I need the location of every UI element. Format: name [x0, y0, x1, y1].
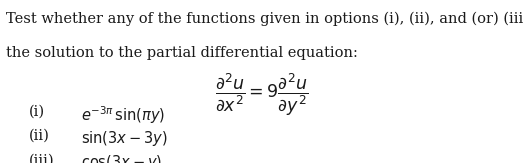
Text: $\dfrac{\partial^2 u}{\partial x^2}=9\dfrac{\partial^2 u}{\partial y^2}$: $\dfrac{\partial^2 u}{\partial x^2}=9\df… — [215, 71, 308, 118]
Text: Test whether any of the functions given in options (i), (ii), and (or) (iii) is : Test whether any of the functions given … — [6, 11, 523, 26]
Text: (ii): (ii) — [29, 129, 50, 143]
Text: the solution to the partial differential equation:: the solution to the partial differential… — [6, 46, 358, 60]
Text: $e^{-3\pi}\,\sin(\pi y)$: $e^{-3\pi}\,\sin(\pi y)$ — [81, 104, 165, 126]
Text: $\cos(3x-y)$: $\cos(3x-y)$ — [81, 153, 162, 163]
Text: $\sin(3x-3y)$: $\sin(3x-3y)$ — [81, 129, 168, 148]
Text: (i): (i) — [29, 104, 45, 118]
Text: (iii): (iii) — [29, 153, 54, 163]
